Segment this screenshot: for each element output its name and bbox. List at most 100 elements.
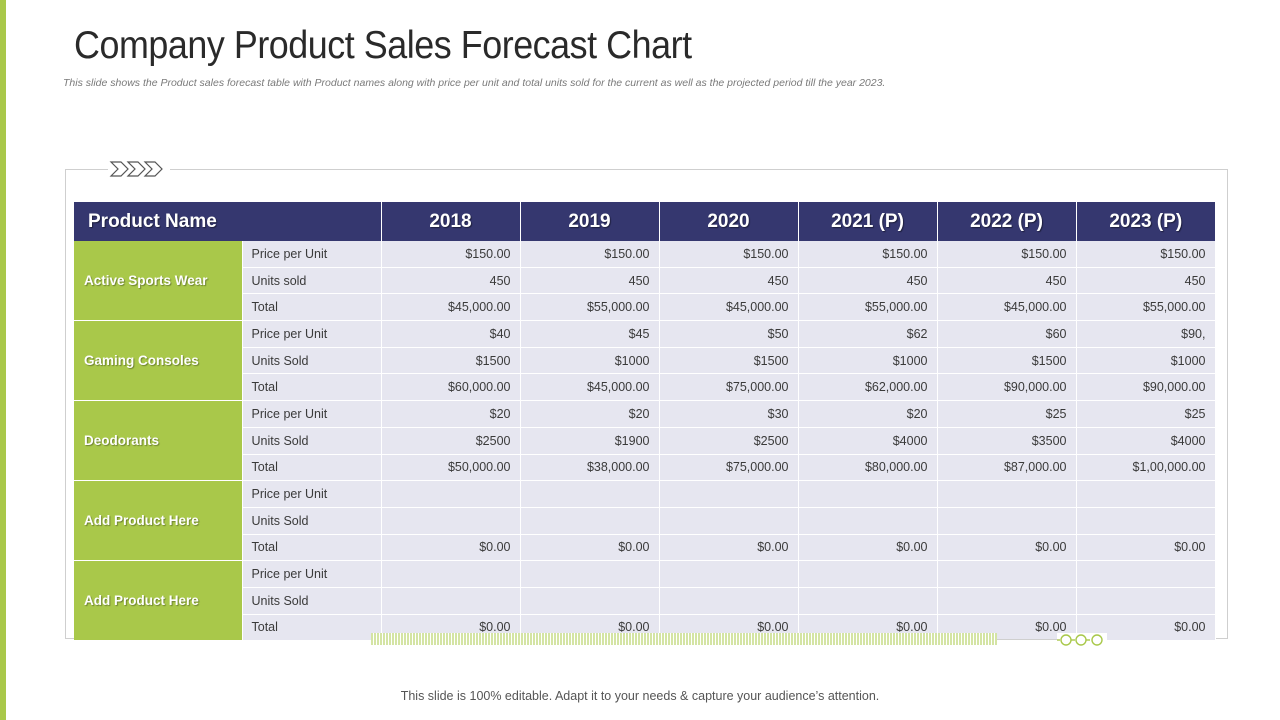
value-cell: $90,000.00 — [937, 373, 1077, 402]
value-cell: $90,000.00 — [1076, 373, 1216, 402]
value-cell: $20 — [798, 400, 938, 428]
slide-title: Company Product Sales Forecast Chart — [74, 24, 692, 67]
table-row: Units Sold — [74, 587, 1216, 615]
value-cell: $1500 — [381, 347, 521, 375]
value-cell — [798, 480, 938, 508]
value-cell: $4000 — [1076, 427, 1216, 455]
value-cell: $60,000.00 — [381, 373, 521, 402]
value-cell: $45 — [520, 320, 660, 348]
metric-label-cell: Units Sold — [242, 507, 382, 535]
value-cell: $55,000.00 — [1076, 293, 1216, 322]
value-cell — [381, 587, 521, 615]
value-cell: $0.00 — [1076, 614, 1216, 642]
metric-label-cell: Units Sold — [242, 427, 382, 455]
value-cell: 450 — [798, 267, 938, 295]
value-cell: $0.00 — [381, 534, 521, 562]
metric-label-cell: Units Sold — [242, 347, 382, 375]
value-cell: 450 — [520, 267, 660, 295]
table-row: Total $50,000.00 $38,000.00 $75,000.00 $80,0… — [74, 454, 1216, 482]
table-row: Active Sports Wear Price per Unit $150.00 $… — [74, 241, 1216, 322]
value-cell: $150.00 — [937, 241, 1077, 268]
value-cell: $1900 — [520, 427, 660, 455]
value-cell: $45,000.00 — [937, 293, 1077, 322]
forecast-table: Product Name 2018 2019 2020 2021 (P) 2022 (P)… — [74, 202, 1216, 642]
table-row: Units sold 450 450 450 450 450 450 — [74, 267, 1216, 295]
product-name-cell: Deodorants — [74, 400, 243, 482]
value-cell — [520, 507, 660, 535]
value-cell: $0.00 — [937, 534, 1077, 562]
value-cell — [381, 507, 521, 535]
value-cell: $0.00 — [798, 534, 938, 562]
value-cell: $150.00 — [520, 241, 660, 268]
value-cell: $150.00 — [1076, 241, 1216, 268]
value-cell: $45,000.00 — [520, 373, 660, 402]
table-row: Add Product Here Price per Unit — [74, 560, 1216, 642]
value-cell: 450 — [381, 267, 521, 295]
table-row: Total $60,000.00 $45,000.00 $75,000.00 $62,0… — [74, 373, 1216, 402]
value-cell: $25 — [1076, 400, 1216, 428]
header-year: 2019 — [520, 202, 660, 241]
value-cell: $60 — [937, 320, 1077, 348]
footer-note: This slide is 100% editable. Adapt it to… — [400, 689, 880, 703]
value-cell — [381, 560, 521, 588]
value-cell: $1000 — [798, 347, 938, 375]
table-row: Total $45,000.00 $55,000.00 $45,000.00 $55,0… — [74, 293, 1216, 322]
product-name-cell: Gaming Consoles — [74, 320, 243, 402]
product-name-cell: Add Product Here — [74, 560, 243, 642]
value-cell — [659, 560, 799, 588]
value-cell: 450 — [1076, 267, 1216, 295]
value-cell: $40 — [381, 320, 521, 348]
value-cell: $1500 — [659, 347, 799, 375]
forecast-table-container: Product Name 2018 2019 2020 2021 (P) 2022 (P)… — [74, 202, 1216, 642]
table-row: Total $0.00 $0.00 $0.00 $0.00 $0.00 $0.00 — [74, 534, 1216, 562]
value-cell: $0.00 — [1076, 534, 1216, 562]
value-cell: $45,000.00 — [659, 293, 799, 322]
value-cell — [659, 587, 799, 615]
header-year: 2022 (P) — [937, 202, 1077, 241]
header-year: 2021 (P) — [798, 202, 938, 241]
value-cell: $1000 — [520, 347, 660, 375]
value-cell: $38,000.00 — [520, 454, 660, 482]
value-cell: $62 — [798, 320, 938, 348]
value-cell: $90, — [1076, 320, 1216, 348]
value-cell: $75,000.00 — [659, 454, 799, 482]
value-cell — [798, 507, 938, 535]
metric-label-cell: Price per Unit — [242, 480, 382, 508]
value-cell: $50,000.00 — [381, 454, 521, 482]
value-cell: $62,000.00 — [798, 373, 938, 402]
value-cell: $20 — [381, 400, 521, 428]
metric-label-cell: Total — [242, 614, 382, 642]
value-cell: $150.00 — [798, 241, 938, 268]
table-row: Units Sold $2500 $1900 $2500 $4000 $3500 $4000 — [74, 427, 1216, 455]
metric-label-cell: Price per Unit — [242, 560, 382, 588]
table-row: Gaming Consoles Price per Unit $40 $45 $50 $6… — [74, 320, 1216, 402]
metric-label-cell: Total — [242, 454, 382, 482]
value-cell: $1000 — [1076, 347, 1216, 375]
value-cell — [937, 587, 1077, 615]
accent-bar — [0, 0, 6, 720]
value-cell: $55,000.00 — [798, 293, 938, 322]
value-cell — [659, 507, 799, 535]
value-cell: $55,000.00 — [520, 293, 660, 322]
value-cell — [381, 480, 521, 508]
value-cell — [1076, 560, 1216, 588]
slide-subtitle: This slide shows the Product sales forec… — [63, 77, 886, 89]
table-row: Deodorants Price per Unit $20 $20 $30 $20 $25 $… — [74, 400, 1216, 482]
value-cell — [798, 560, 938, 588]
value-cell: $2500 — [381, 427, 521, 455]
value-cell — [520, 480, 660, 508]
value-cell: $20 — [520, 400, 660, 428]
value-cell: $1,00,000.00 — [1076, 454, 1216, 482]
value-cell: $75,000.00 — [659, 373, 799, 402]
value-cell: $25 — [937, 400, 1077, 428]
table-row: Units Sold — [74, 507, 1216, 535]
product-name-cell: Add Product Here — [74, 480, 243, 562]
value-cell: $2500 — [659, 427, 799, 455]
value-cell — [1076, 587, 1216, 615]
table-header-row: Product Name 2018 2019 2020 2021 (P) 2022 (P)… — [74, 202, 1215, 241]
metric-label-cell: Units sold — [242, 267, 382, 295]
value-cell — [1076, 507, 1216, 535]
value-cell — [937, 480, 1077, 508]
metric-label-cell: Total — [242, 293, 382, 322]
metric-label-cell: Units Sold — [242, 587, 382, 615]
